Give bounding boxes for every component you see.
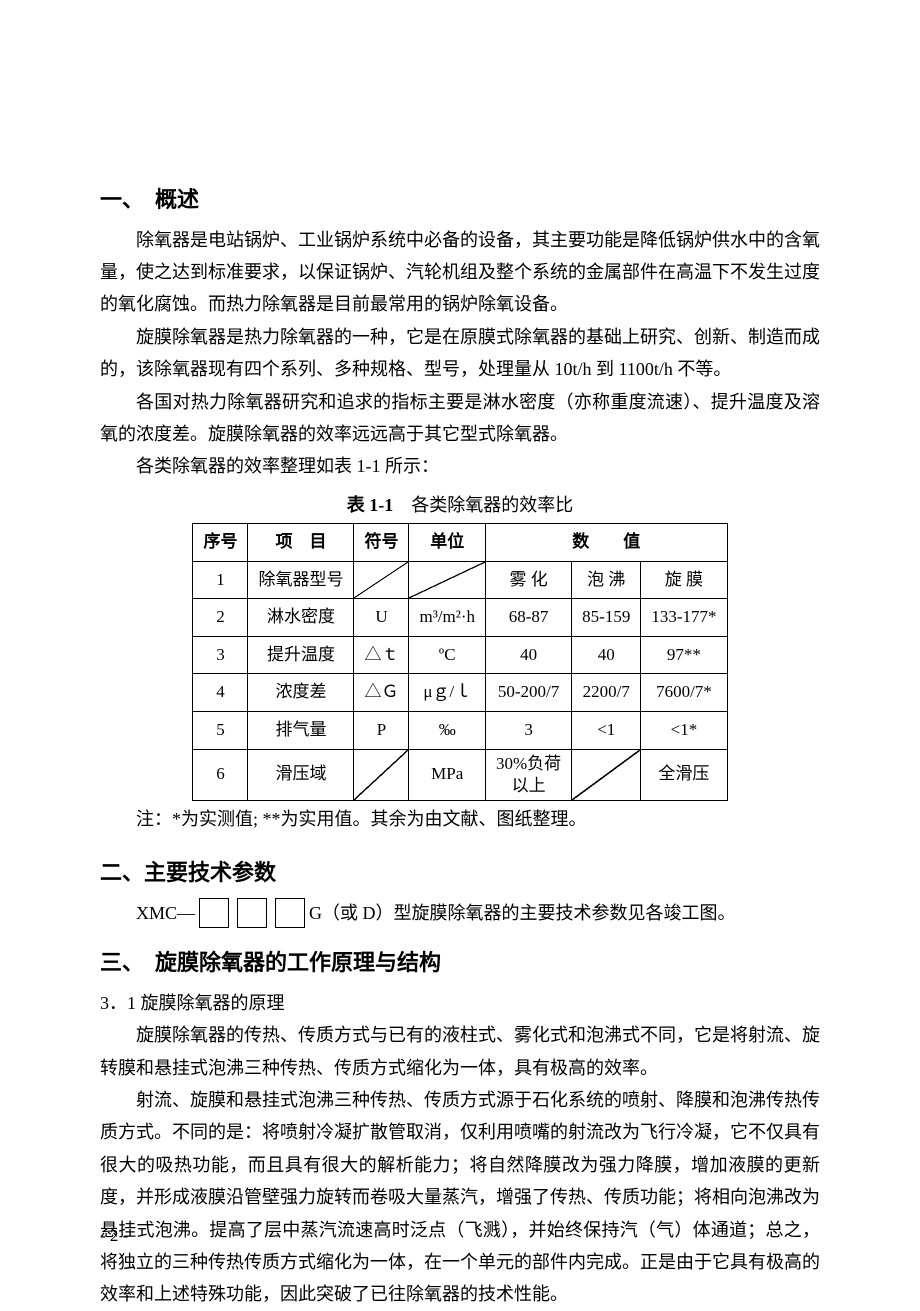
cell-v2-diag bbox=[572, 749, 641, 800]
cell-symbol-diag bbox=[354, 561, 409, 599]
table-row: 3 提升温度 △ｔ ºC 40 40 97** bbox=[193, 636, 727, 674]
cell-no: 2 bbox=[193, 599, 248, 637]
cell-v1: 30%负荷以上 bbox=[486, 749, 572, 800]
th-item: 项 目 bbox=[248, 524, 354, 562]
cell-no: 5 bbox=[193, 712, 248, 750]
cell-item: 淋水密度 bbox=[248, 599, 354, 637]
cell-v1: 3 bbox=[486, 712, 572, 750]
cell-v2: 2200/7 bbox=[572, 674, 641, 712]
cell-v1: 50-200/7 bbox=[486, 674, 572, 712]
cell-symbol: P bbox=[354, 712, 409, 750]
table-caption-number: 表 1-1 bbox=[347, 495, 394, 515]
cell-symbol: △Ｇ bbox=[354, 674, 409, 712]
cell-v1: 68-87 bbox=[486, 599, 572, 637]
table-caption: 表 1-1 各类除氧器的效率比 bbox=[100, 489, 820, 521]
th-values: 数 值 bbox=[486, 524, 728, 562]
cell-symbol: U bbox=[354, 599, 409, 637]
cell-v3: 133-177* bbox=[641, 599, 727, 637]
cell-item: 滑压域 bbox=[248, 749, 354, 800]
section-1-para-2: 旋膜除氧器是热力除氧器的一种，它是在原膜式除氧器的基础上研究、创新、制造而成的，… bbox=[100, 321, 820, 386]
cell-v1: 40 bbox=[486, 636, 572, 674]
section-2-heading: 二、主要技术参数 bbox=[100, 853, 820, 893]
cell-v3: 7600/7* bbox=[641, 674, 727, 712]
cell-item: 除氧器型号 bbox=[248, 561, 354, 599]
table-row: 1 除氧器型号 雾 化 泡 沸 旋 膜 bbox=[193, 561, 727, 599]
cell-v3: 97** bbox=[641, 636, 727, 674]
cell-no: 3 bbox=[193, 636, 248, 674]
table-row: 2 淋水密度 U m³/m²·h 68-87 85-159 133-177* bbox=[193, 599, 727, 637]
table-row: 4 浓度差 △Ｇ μｇ/ｌ 50-200/7 2200/7 7600/7* bbox=[193, 674, 727, 712]
cell-unit: ‰ bbox=[409, 712, 486, 750]
cell-item: 提升温度 bbox=[248, 636, 354, 674]
cell-v3: 全滑压 bbox=[641, 749, 727, 800]
cell-v2: 泡 沸 bbox=[572, 561, 641, 599]
document-page: 一、 概述 除氧器是电站锅炉、工业锅炉系统中必备的设备，其主要功能是降低锅炉供水… bbox=[0, 0, 920, 1302]
cell-v3: <1* bbox=[641, 712, 727, 750]
section-1-heading: 一、 概述 bbox=[100, 180, 820, 220]
xmc-box bbox=[237, 898, 267, 928]
table-row: 5 排气量 P ‰ 3 <1 <1* bbox=[193, 712, 727, 750]
cell-unit: ºC bbox=[409, 636, 486, 674]
efficiency-table: 序号 项 目 符号 单位 数 值 1 除氧器型号 雾 化 泡 沸 旋 膜 2 淋… bbox=[192, 523, 727, 801]
cell-v2: 40 bbox=[572, 636, 641, 674]
xmc-box bbox=[275, 898, 305, 928]
cell-unit: MPa bbox=[409, 749, 486, 800]
cell-symbol: △ｔ bbox=[354, 636, 409, 674]
section-1-para-3: 各国对热力除氧器研究和追求的指标主要是淋水密度（亦称重度流速）、提升温度及溶氧的… bbox=[100, 386, 820, 451]
xmc-prefix: XMC— bbox=[136, 897, 195, 929]
cell-no: 6 bbox=[193, 749, 248, 800]
xmc-box bbox=[199, 898, 229, 928]
table-row: 6 滑压域 MPa 30%负荷以上 全滑压 bbox=[193, 749, 727, 800]
cell-item: 浓度差 bbox=[248, 674, 354, 712]
section-1-para-4: 各类除氧器的效率整理如表 1-1 所示： bbox=[100, 450, 820, 482]
cell-unit-diag bbox=[409, 561, 486, 599]
table-header-row: 序号 项 目 符号 单位 数 值 bbox=[193, 524, 727, 562]
cell-no: 1 bbox=[193, 561, 248, 599]
section-3-para-2: 射流、旋膜和悬挂式泡沸三种传热、传质方式源于石化系统的喷射、降膜和泡沸传热传质方… bbox=[100, 1084, 820, 1311]
th-unit: 单位 bbox=[409, 524, 486, 562]
cell-unit: m³/m²·h bbox=[409, 599, 486, 637]
spacer bbox=[100, 929, 820, 943]
xmc-suffix: G（或 D）型旋膜除氧器的主要技术参数见各竣工图。 bbox=[309, 897, 736, 929]
cell-v2: 85-159 bbox=[572, 599, 641, 637]
page-number: - 2 - bbox=[100, 1221, 128, 1252]
table-caption-title: 各类除氧器的效率比 bbox=[411, 495, 573, 515]
xmc-line: XMC— G（或 D）型旋膜除氧器的主要技术参数见各竣工图。 bbox=[136, 897, 820, 929]
cell-unit: μｇ/ｌ bbox=[409, 674, 486, 712]
cell-item: 排气量 bbox=[248, 712, 354, 750]
th-no: 序号 bbox=[193, 524, 248, 562]
section-3-para-1: 旋膜除氧器的传热、传质方式与已有的液柱式、雾化式和泡沸式不同，它是将射流、旋转膜… bbox=[100, 1019, 820, 1084]
section-3-sub1: 3．1 旋膜除氧器的原理 bbox=[100, 987, 820, 1019]
section-1-para-1: 除氧器是电站锅炉、工业锅炉系统中必备的设备，其主要功能是降低锅炉供水中的含氧量，… bbox=[100, 224, 820, 321]
cell-v3: 旋 膜 bbox=[641, 561, 727, 599]
cell-v1: 雾 化 bbox=[486, 561, 572, 599]
cell-v2: <1 bbox=[572, 712, 641, 750]
cell-symbol-diag bbox=[354, 749, 409, 800]
cell-no: 4 bbox=[193, 674, 248, 712]
section-3-heading: 三、 旋膜除氧器的工作原理与结构 bbox=[100, 943, 820, 983]
table-footnote: 注：*为实测值; **为实用值。其余为由文献、图纸整理。 bbox=[100, 803, 820, 835]
th-symbol: 符号 bbox=[354, 524, 409, 562]
